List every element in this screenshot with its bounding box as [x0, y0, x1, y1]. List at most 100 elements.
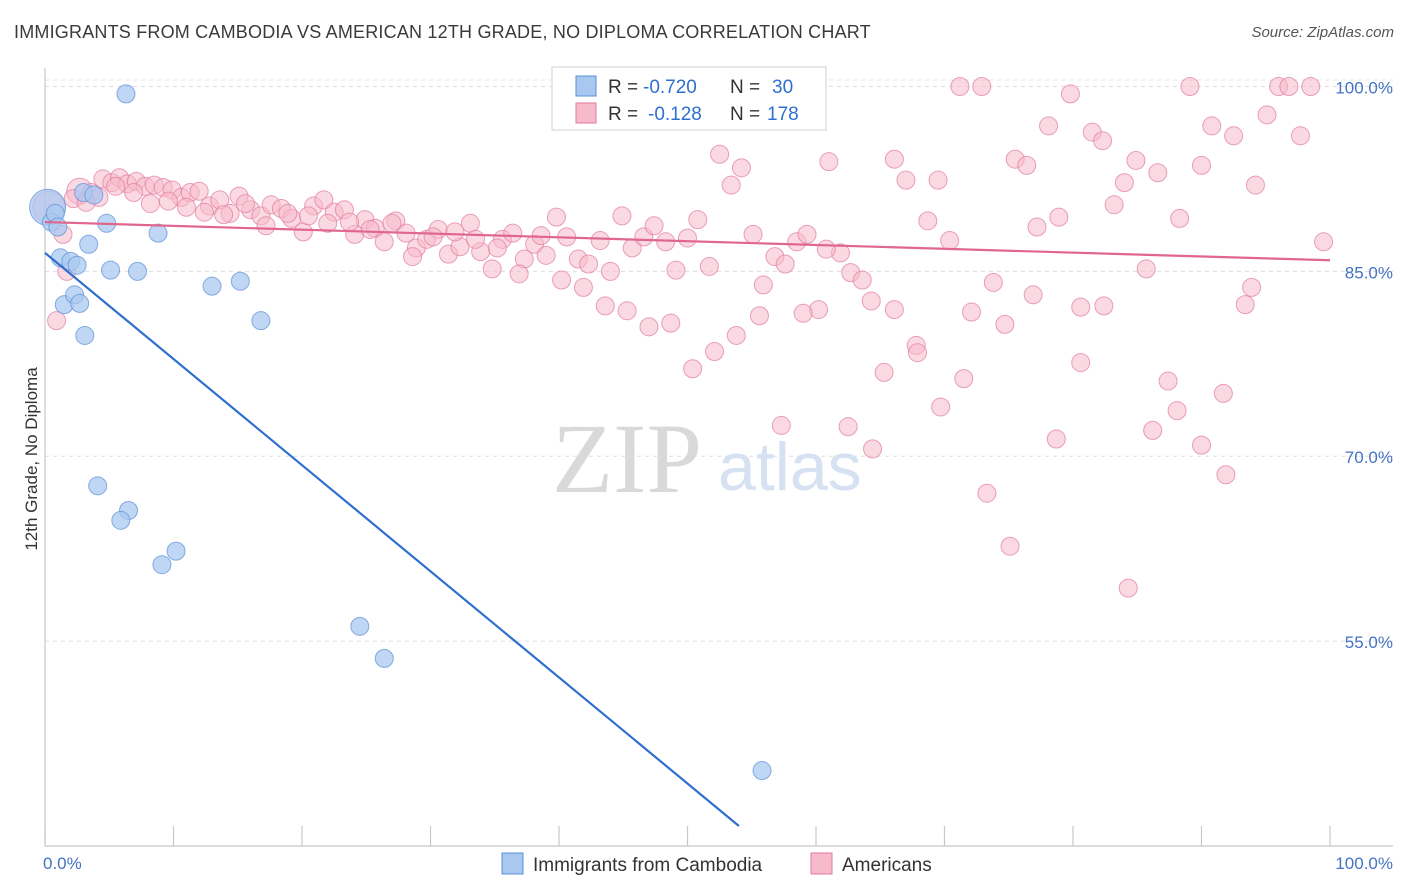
- point-cambodia: [128, 261, 148, 281]
- legend-n-value-cambodia: 30: [772, 77, 793, 98]
- point-american: [503, 223, 523, 243]
- point-american: [612, 206, 632, 226]
- point-american: [487, 238, 507, 258]
- point-american: [1242, 277, 1262, 297]
- point-american: [617, 301, 637, 321]
- point-american: [374, 232, 394, 252]
- legend-r-value-cambodia: -0.720: [643, 77, 697, 98]
- point-american: [1216, 465, 1236, 485]
- legend-r-label-cambodia: R =: [608, 77, 638, 98]
- point-american: [1046, 429, 1066, 449]
- point-american: [47, 311, 67, 331]
- x-tick-label-max: 100.0%: [1335, 854, 1393, 873]
- point-american: [908, 343, 928, 363]
- point-american: [793, 303, 813, 323]
- point-american: [465, 229, 485, 249]
- point-cambodia: [70, 293, 90, 313]
- point-american: [861, 291, 881, 311]
- point-american: [1114, 173, 1134, 193]
- point-cambodia: [148, 223, 168, 243]
- legend-n-label-cambodia: N =: [730, 77, 760, 98]
- point-american: [298, 206, 318, 226]
- point-american: [1049, 207, 1069, 227]
- point-american: [1143, 420, 1163, 440]
- watermark-atlas: atlas: [718, 429, 862, 505]
- series-americans: [32, 76, 1334, 598]
- point-cambodia: [101, 260, 121, 280]
- point-american: [1000, 536, 1020, 556]
- point-cambodia: [84, 185, 104, 205]
- bottom-legend-swatch-cambodia: [501, 852, 524, 875]
- point-cambodia: [88, 476, 108, 496]
- point-american: [644, 216, 664, 236]
- point-american: [445, 222, 465, 242]
- point-american: [838, 417, 858, 437]
- point-american: [699, 256, 719, 276]
- point-american: [1213, 383, 1233, 403]
- point-american: [1118, 578, 1138, 598]
- point-american: [1136, 259, 1156, 279]
- point-american: [874, 362, 894, 382]
- point-american: [1104, 195, 1124, 215]
- watermark-zip: ZIP: [552, 403, 702, 514]
- point-american: [731, 158, 751, 178]
- point-american: [546, 207, 566, 227]
- point-american: [314, 190, 334, 210]
- trendlines: [44, 220, 1331, 827]
- legend-r-label-americans: R =: [608, 104, 638, 125]
- point-american: [743, 224, 763, 244]
- point-american: [1224, 126, 1244, 146]
- point-american: [1202, 116, 1222, 136]
- legend-r-value-americans: -0.128: [648, 104, 702, 125]
- point-american: [896, 170, 916, 190]
- point-american: [235, 194, 255, 214]
- legend-n-label-americans: N =: [730, 104, 760, 125]
- bottom-legend-swatch-americans: [810, 852, 833, 875]
- bottom-legend: Immigrants from Cambodia Americans: [501, 852, 932, 876]
- point-american: [124, 182, 144, 202]
- point-cambodia: [79, 234, 99, 254]
- point-american: [954, 369, 974, 389]
- point-american: [950, 76, 970, 96]
- y-tick-label: 100.0%: [1335, 78, 1393, 97]
- bottom-legend-label-cambodia: Immigrants from Cambodia: [533, 855, 763, 876]
- point-american: [819, 152, 839, 172]
- point-american: [256, 216, 276, 236]
- point-american: [1235, 295, 1255, 315]
- gridlines: [45, 79, 1393, 642]
- point-american: [816, 239, 836, 259]
- point-american: [1071, 353, 1091, 373]
- point-american: [1148, 163, 1168, 183]
- point-american: [884, 300, 904, 320]
- point-cambodia: [374, 648, 394, 668]
- point-american: [595, 296, 615, 316]
- point-cambodia: [230, 271, 250, 291]
- point-american: [749, 306, 769, 326]
- trendline-cambodia: [44, 252, 740, 827]
- point-american: [1060, 84, 1080, 104]
- point-american: [509, 264, 529, 284]
- point-american: [1167, 401, 1187, 421]
- point-american: [1093, 131, 1113, 151]
- legend-swatch-cambodia: [575, 75, 597, 97]
- point-cambodia: [67, 255, 87, 275]
- point-american: [1039, 116, 1059, 136]
- point-american: [661, 313, 681, 333]
- point-american: [710, 144, 730, 164]
- point-american: [726, 325, 746, 345]
- point-american: [1180, 76, 1200, 96]
- point-cambodia: [75, 325, 95, 345]
- point-american: [771, 415, 791, 435]
- point-american: [884, 149, 904, 169]
- watermark: ZIP atlas: [552, 403, 862, 514]
- point-cambodia: [48, 217, 68, 237]
- point-cambodia: [111, 510, 131, 530]
- point-american: [852, 270, 872, 290]
- point-american: [928, 170, 948, 190]
- point-american: [189, 181, 209, 201]
- point-american: [931, 397, 951, 417]
- point-american: [666, 260, 686, 280]
- point-american: [573, 277, 593, 297]
- point-american: [918, 211, 938, 231]
